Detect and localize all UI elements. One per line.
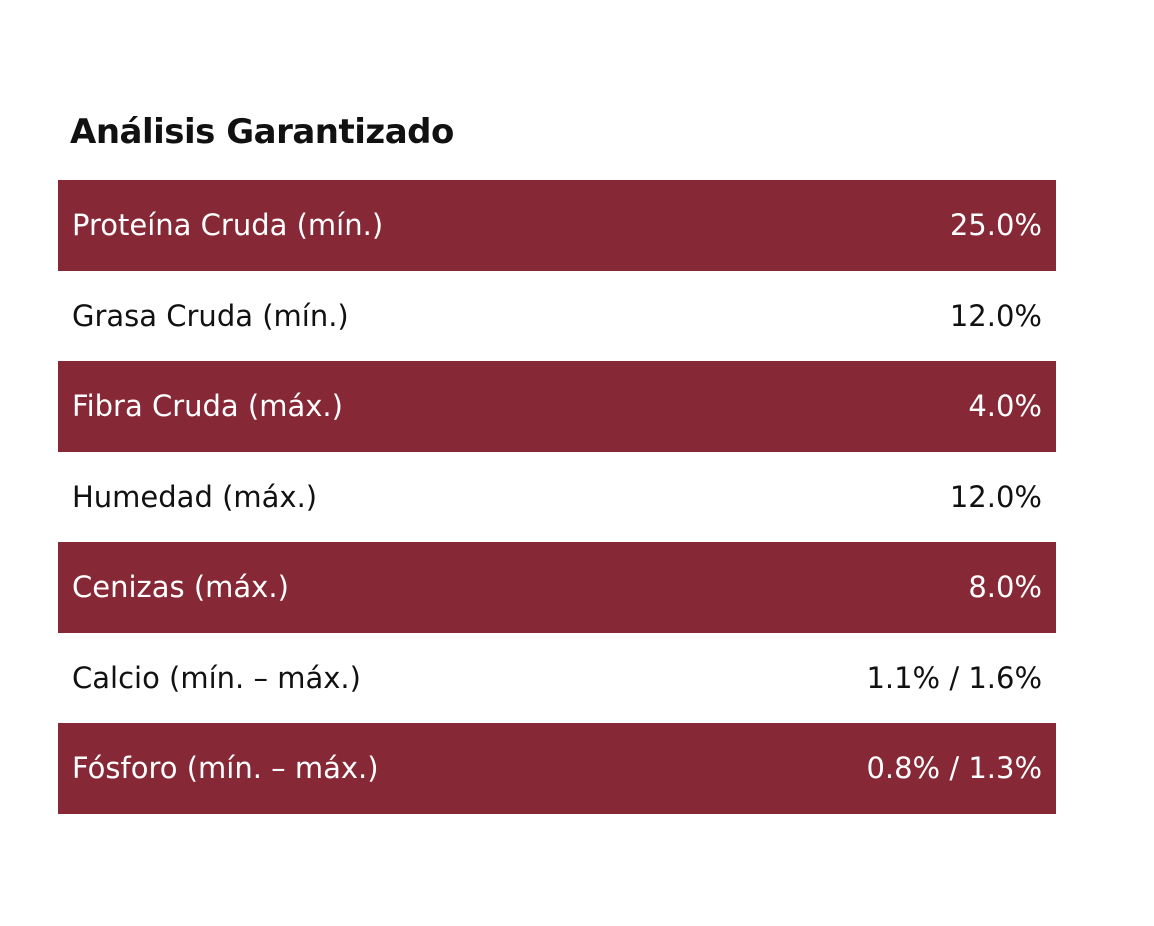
table-row: Fibra Cruda (máx.) 4.0% (58, 361, 1056, 452)
nutrient-value: 8.0% (968, 570, 1042, 605)
nutrient-name: Humedad (máx.) (72, 479, 318, 514)
table-row: Humedad (máx.) 12.0% (58, 452, 1056, 543)
nutrient-name: Calcio (mín. – máx.) (72, 660, 361, 695)
nutrient-value: 4.0% (968, 389, 1042, 424)
table-row: Grasa Cruda (mín.) 12.0% (58, 271, 1056, 362)
nutrient-value: 12.0% (949, 298, 1042, 333)
nutrient-value: 25.0% (949, 208, 1042, 243)
table-row: Calcio (mín. – máx.) 1.1% / 1.6% (58, 633, 1056, 724)
nutrient-name: Grasa Cruda (mín.) (72, 298, 349, 333)
nutrient-name: Fibra Cruda (máx.) (72, 389, 343, 424)
table-row: Fósforo (mín. – máx.) 0.8% / 1.3% (58, 723, 1056, 814)
title: Análisis Garantizado (70, 112, 454, 152)
nutrient-name: Fósforo (mín. – máx.) (72, 751, 379, 786)
analysis-table: Proteína Cruda (mín.) 25.0% Grasa Cruda (m… (58, 180, 1056, 814)
nutrient-value: 12.0% (949, 479, 1042, 514)
nutrient-value: 1.1% / 1.6% (866, 660, 1042, 695)
nutrient-name: Proteína Cruda (mín.) (72, 208, 384, 243)
table-row: Proteína Cruda (mín.) 25.0% (58, 180, 1056, 271)
nutrient-name: Cenizas (máx.) (72, 570, 289, 605)
nutrient-value: 0.8% / 1.3% (866, 751, 1042, 786)
table-row: Cenizas (máx.) 8.0% (58, 542, 1056, 633)
